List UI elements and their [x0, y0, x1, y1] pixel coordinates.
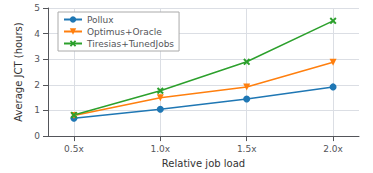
- svg-text:1.5x: 1.5x: [237, 144, 257, 154]
- svg-text:4: 4: [34, 29, 40, 39]
- svg-text:3: 3: [34, 54, 40, 64]
- svg-text:1.0x: 1.0x: [150, 144, 170, 154]
- svg-text:Relative job load: Relative job load: [162, 158, 245, 169]
- svg-text:Pollux: Pollux: [87, 15, 114, 25]
- svg-text:Optimus+Oracle: Optimus+Oracle: [87, 27, 162, 37]
- svg-text:1: 1: [34, 105, 40, 115]
- svg-text:2: 2: [34, 80, 40, 90]
- svg-text:2.0x: 2.0x: [323, 144, 343, 154]
- svg-text:0: 0: [34, 131, 40, 141]
- svg-text:Tiresias+TunedJobs: Tiresias+TunedJobs: [86, 39, 174, 49]
- svg-text:0.5x: 0.5x: [64, 144, 84, 154]
- svg-text:5: 5: [34, 3, 40, 13]
- svg-text:Average JCT (hours): Average JCT (hours): [13, 22, 24, 121]
